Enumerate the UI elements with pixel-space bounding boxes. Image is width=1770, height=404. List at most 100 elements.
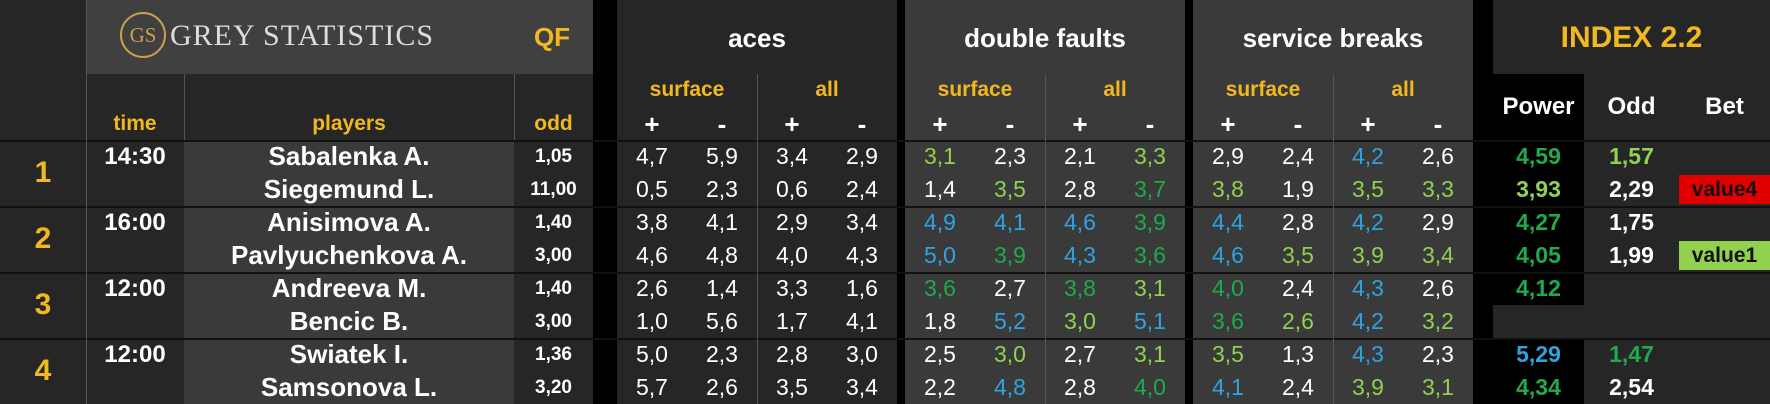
header-left-top-bg bbox=[86, 0, 593, 74]
player-odd: 3,20 bbox=[535, 376, 572, 398]
stat-value: 2,7 bbox=[1064, 341, 1096, 367]
player-odd: 1,05 bbox=[535, 145, 572, 167]
index-top-bg bbox=[1493, 0, 1770, 74]
stat-value: 2,5 bbox=[924, 341, 956, 367]
stat-value: 2,6 bbox=[636, 275, 668, 301]
stat-value: 2,4 bbox=[846, 176, 878, 202]
col-header-power: Power bbox=[1502, 93, 1575, 120]
stat-value: 3,1 bbox=[1134, 341, 1166, 367]
sub-all-3: all bbox=[1391, 78, 1415, 101]
sign-plus-1-1: + bbox=[644, 108, 660, 139]
stat-value: 1,4 bbox=[706, 275, 738, 301]
player-name: Swiatek I. bbox=[289, 339, 409, 369]
col-header-index-odd: Odd bbox=[1607, 93, 1656, 120]
row-bg-time-4 bbox=[86, 338, 184, 404]
stat-value: 4,1 bbox=[706, 209, 738, 235]
stat-value: 3,2 bbox=[1422, 308, 1454, 334]
player-name: Andreeva M. bbox=[271, 273, 427, 303]
row-bg-players-3 bbox=[184, 272, 514, 338]
index-odd-value bbox=[1584, 305, 1679, 338]
stat-value: 3,1 bbox=[1422, 374, 1454, 400]
stat-value: 1,3 bbox=[1282, 341, 1314, 367]
logo-circle-icon: GS bbox=[120, 12, 166, 58]
stat-value: 2,3 bbox=[1422, 341, 1454, 367]
stat-value: 2,3 bbox=[994, 143, 1026, 169]
col-header-time: time bbox=[113, 112, 157, 135]
stat-value: 4,6 bbox=[636, 242, 668, 268]
stat-value: 3,4 bbox=[846, 374, 878, 400]
sub-all-1: all bbox=[815, 78, 839, 101]
hdr-divider-0 bbox=[86, 0, 87, 404]
row-bg-num-1 bbox=[0, 140, 86, 206]
stat-value: 2,8 bbox=[1064, 374, 1096, 400]
stat-value: 3,1 bbox=[924, 143, 956, 169]
sub-surface-2: surface bbox=[937, 78, 1013, 101]
index-title: INDEX 2.2 bbox=[1560, 21, 1703, 54]
logo-text: GREY STATISTICS bbox=[170, 19, 435, 52]
stat-value: 4,2 bbox=[1352, 308, 1384, 334]
bet-badge bbox=[1679, 142, 1770, 171]
power-value: 5,29 bbox=[1516, 341, 1561, 367]
row-bg-odd-1 bbox=[514, 140, 593, 206]
bet-badge bbox=[1679, 373, 1770, 402]
row-line-4 bbox=[0, 338, 1770, 340]
stat-value: 3,4 bbox=[846, 209, 878, 235]
stat-value: 0,5 bbox=[636, 176, 668, 202]
stat-value: 4,3 bbox=[1064, 242, 1096, 268]
sign-minus-2-2: - bbox=[1005, 108, 1015, 139]
odd-col-bg bbox=[1584, 74, 1679, 404]
group-title-3: service breaks bbox=[1242, 22, 1424, 53]
player-odd: 3,00 bbox=[535, 310, 572, 332]
row-bg-odd-3 bbox=[514, 272, 593, 338]
stat-value: 3,9 bbox=[1352, 374, 1384, 400]
match-number: 3 bbox=[34, 288, 52, 321]
player-name: Anisimova A. bbox=[267, 207, 431, 237]
stat-value: 4,4 bbox=[1212, 209, 1244, 235]
power-value: 4,05 bbox=[1516, 242, 1561, 268]
match-time: 16:00 bbox=[104, 208, 166, 236]
stat-value: 5,7 bbox=[636, 374, 668, 400]
sub-all-2: all bbox=[1103, 78, 1127, 101]
sign-plus-2-3: + bbox=[1072, 108, 1088, 139]
stat-value: 4,3 bbox=[1352, 341, 1384, 367]
row-bg-players-4 bbox=[184, 338, 514, 404]
stat-value: 1,8 bbox=[924, 308, 956, 334]
stat-value: 3,9 bbox=[994, 242, 1026, 268]
sub-surface-3: surface bbox=[1225, 78, 1301, 101]
stat-value: 2,9 bbox=[1422, 209, 1454, 235]
index-odd-value: 2,29 bbox=[1609, 176, 1654, 202]
stat-value: 5,0 bbox=[636, 341, 668, 367]
stat-value: 2,8 bbox=[1064, 176, 1096, 202]
stat-value: 4,1 bbox=[846, 308, 878, 334]
stat-value: 4,1 bbox=[1212, 374, 1244, 400]
hdr-divider-2 bbox=[184, 74, 185, 140]
stat-value: 1,6 bbox=[846, 275, 878, 301]
player-odd: 11,00 bbox=[530, 178, 577, 200]
stat-value: 2,4 bbox=[1282, 374, 1314, 400]
row-bg-num-3 bbox=[0, 272, 86, 338]
stat-value: 5,0 bbox=[924, 242, 956, 268]
stat-value: 4,9 bbox=[924, 209, 956, 235]
index-odd-value: 1,99 bbox=[1609, 242, 1654, 268]
stat-value: 4,0 bbox=[1212, 275, 1244, 301]
stat-value: 4,6 bbox=[1064, 209, 1096, 235]
sep-2 bbox=[897, 0, 905, 404]
index-odd-value: 1,75 bbox=[1609, 209, 1654, 235]
player-name: Bencic B. bbox=[289, 306, 409, 336]
stat-value: 3,7 bbox=[1134, 176, 1166, 202]
stat-value: 1,4 bbox=[924, 176, 956, 202]
stat-value: 3,9 bbox=[1352, 242, 1384, 268]
stat-value: 2,8 bbox=[1282, 209, 1314, 235]
stat-value: 3,0 bbox=[994, 341, 1026, 367]
stat-value: 1,9 bbox=[1282, 176, 1314, 202]
sub-divider-2 bbox=[1045, 74, 1046, 404]
player-name: Pavlyuchenkova A. bbox=[230, 240, 468, 270]
stat-value: 3,6 bbox=[1212, 308, 1244, 334]
sep-4 bbox=[1473, 0, 1493, 404]
stat-value: 2,6 bbox=[1282, 308, 1314, 334]
stat-value: 3,0 bbox=[846, 341, 878, 367]
stat-value: 2,2 bbox=[924, 374, 956, 400]
bet-badge bbox=[1679, 208, 1770, 237]
stat-value: 4,3 bbox=[846, 242, 878, 268]
stat-value: 4,3 bbox=[1352, 275, 1384, 301]
